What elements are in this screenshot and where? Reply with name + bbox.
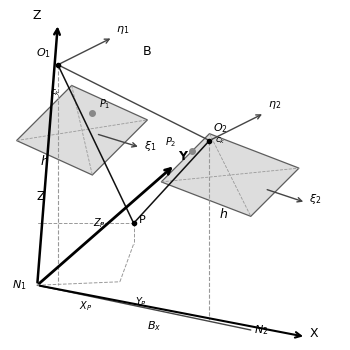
Text: P: P xyxy=(139,215,146,225)
Text: $N_1$: $N_1$ xyxy=(12,278,27,292)
Text: $c_k$: $c_k$ xyxy=(50,87,61,98)
Text: Z: Z xyxy=(32,9,41,22)
Text: $c_k$: $c_k$ xyxy=(215,135,225,146)
Text: Y: Y xyxy=(178,150,188,163)
Text: $B_x$: $B_x$ xyxy=(147,320,161,334)
Text: $X_P$: $X_P$ xyxy=(79,299,92,313)
Text: h: h xyxy=(220,209,228,222)
Text: $\xi_1$: $\xi_1$ xyxy=(144,139,156,153)
Text: $P_2$: $P_2$ xyxy=(164,135,176,149)
Text: $O_1$: $O_1$ xyxy=(36,46,51,60)
Text: $\xi_2$: $\xi_2$ xyxy=(309,192,322,206)
Text: X: X xyxy=(309,327,318,340)
Text: $P_1$: $P_1$ xyxy=(99,98,111,111)
Text: $\eta_2$: $\eta_2$ xyxy=(268,99,281,111)
Text: $Z_P$: $Z_P$ xyxy=(93,216,106,230)
Text: Z: Z xyxy=(36,190,45,203)
Text: $\eta_1$: $\eta_1$ xyxy=(117,23,130,35)
Text: h: h xyxy=(40,155,48,168)
Text: B: B xyxy=(143,45,152,58)
Text: $N_2$: $N_2$ xyxy=(254,323,269,337)
Text: $Y_P$: $Y_P$ xyxy=(134,295,147,309)
Polygon shape xyxy=(16,85,147,175)
Polygon shape xyxy=(161,134,299,216)
Text: $O_2$: $O_2$ xyxy=(213,121,228,135)
